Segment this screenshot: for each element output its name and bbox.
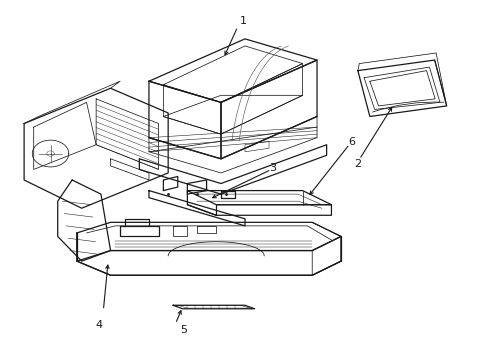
Text: 3: 3: [270, 163, 276, 173]
Text: 4: 4: [96, 320, 102, 330]
Text: 2: 2: [354, 159, 362, 169]
Text: 1: 1: [240, 15, 247, 26]
Text: 5: 5: [180, 325, 187, 334]
Text: 6: 6: [348, 137, 355, 147]
